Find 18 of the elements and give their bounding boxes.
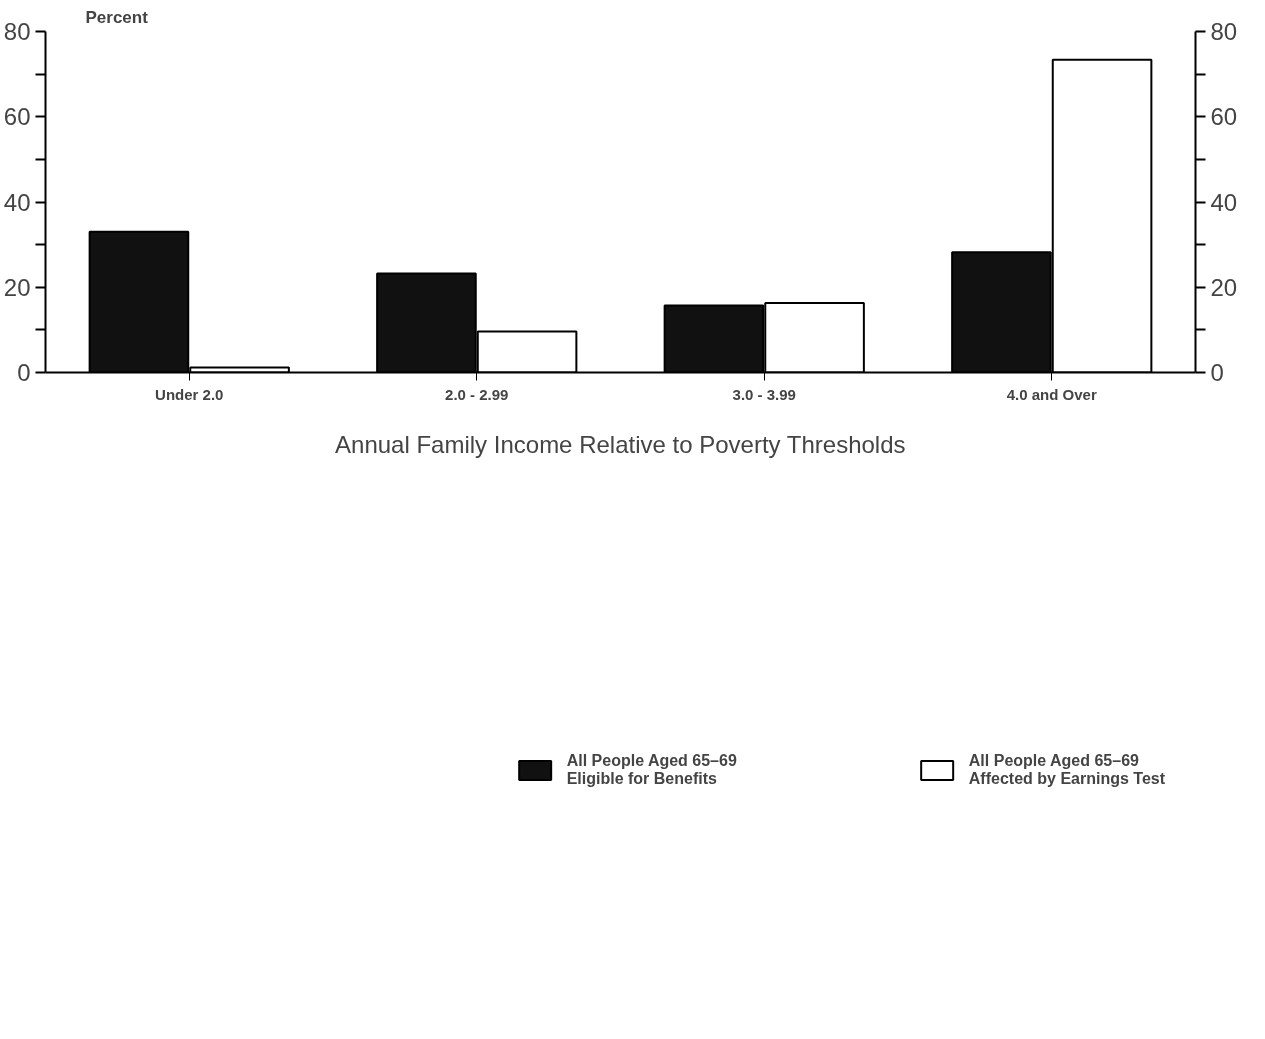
legend-label: All People Aged 65–69 Affected by Earnings Test xyxy=(968,752,1165,788)
x-axis-title: Annual Family Income Relative to Poverty Thresholds xyxy=(335,430,906,458)
y2-tick-label: 20 xyxy=(1210,273,1238,301)
x-tick-label: 3.0 - 3.99 xyxy=(732,385,796,403)
y-tick-label: 40 xyxy=(3,188,31,216)
y-tick-label: 60 xyxy=(3,103,31,131)
x-tick-label: 4.0 and Over xyxy=(1006,385,1097,403)
y2-tick-label: 60 xyxy=(1210,103,1238,131)
y-tick-label: 0 xyxy=(17,359,31,386)
y-axis-title: Percent xyxy=(85,7,149,27)
legend-label: All People Aged 65–69 Eligible for Benefits xyxy=(566,752,737,788)
x-tick-label: 2.0 - 2.99 xyxy=(445,385,509,403)
y-tick-label: 80 xyxy=(3,18,31,45)
x-tick-label: Under 2.0 xyxy=(155,385,224,403)
y2-tick-label: 0 xyxy=(1210,359,1224,386)
y2-tick-label: 40 xyxy=(1210,188,1238,216)
y2-tick-label: 80 xyxy=(1210,18,1238,45)
y-tick-label: 20 xyxy=(3,273,31,301)
